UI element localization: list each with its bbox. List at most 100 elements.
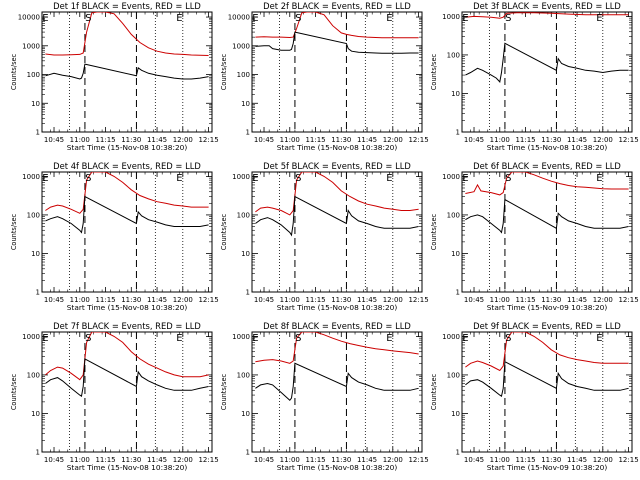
lld-series-line — [465, 332, 629, 372]
lld-series-line — [465, 172, 629, 196]
interval-marker: E — [252, 333, 258, 344]
events-series-line — [45, 63, 209, 80]
y-tick-label: 1000 — [22, 42, 40, 50]
interval-marker: S — [85, 13, 91, 24]
x-tick-label: 11:30 — [331, 296, 351, 304]
chart-title: Det 6f BLACK = Events, RED = LLD — [473, 161, 621, 171]
plot-frame — [41, 171, 213, 293]
interval-marker: E — [252, 13, 258, 24]
plot-area — [45, 172, 209, 292]
lld-series-line — [45, 172, 209, 214]
x-tick-label: 12:00 — [173, 136, 193, 144]
events-series-line — [465, 42, 629, 83]
chart-panel: Det 2f BLACK = Events, RED = LLD 1 10 100 10… — [220, 1, 429, 152]
x-tick-label: 12:00 — [383, 296, 403, 304]
y-tick-label: 1000 — [232, 42, 250, 50]
x-tick-label: 12:00 — [593, 456, 613, 464]
y-tick-label: 10 — [451, 410, 460, 418]
interval-marker: E — [386, 173, 392, 184]
x-tick-label: 11:00 — [280, 296, 300, 304]
events-series-line — [255, 362, 419, 402]
plot-frame — [461, 11, 633, 133]
y-axis-label: Counts/sec — [10, 53, 18, 90]
y-axis-label: Counts/sec — [220, 373, 228, 410]
interval-marker: E — [42, 333, 48, 344]
interval-marker: E — [596, 13, 602, 24]
plot-area — [45, 12, 209, 132]
events-series-line — [255, 31, 419, 54]
y-tick-label: 100 — [447, 51, 460, 59]
x-tick-label: 12:15 — [198, 296, 218, 304]
y-tick-label: 1000 — [442, 333, 460, 341]
interval-marker: S — [85, 173, 91, 184]
y-axis-label: Counts/sec — [220, 213, 228, 250]
y-tick-label: 10 — [241, 100, 250, 108]
x-tick-label: 11:00 — [280, 136, 300, 144]
x-tick-label: 11:30 — [541, 296, 561, 304]
chart-panel: Det 8f BLACK = Events, RED = LLD 1 10 100 10… — [220, 321, 429, 472]
x-tick-label: 12:00 — [383, 136, 403, 144]
events-series-line — [45, 358, 209, 398]
x-tick-label: 12:15 — [408, 136, 428, 144]
y-tick-label: 100 — [27, 211, 40, 219]
y-tick-label: 1 — [246, 449, 250, 457]
y-axis-label: Counts/sec — [430, 373, 438, 410]
x-tick-label: 12:00 — [173, 456, 193, 464]
interval-marker: S — [295, 13, 301, 24]
x-tick-label: 12:00 — [383, 456, 403, 464]
chart-panel: Det 6f BLACK = Events, RED = LLD 1 10 100 10… — [430, 161, 639, 312]
plot-area — [255, 12, 419, 132]
x-tick-label: 11:15 — [305, 456, 325, 464]
x-tick-label: 11:45 — [357, 296, 377, 304]
x-tick-label: 11:45 — [567, 136, 587, 144]
x-tick-label: 11:45 — [567, 456, 587, 464]
x-tick-label: 11:30 — [121, 456, 141, 464]
y-tick-label: 1 — [456, 129, 460, 137]
lld-series-line — [255, 172, 419, 216]
x-tick-label: 12:15 — [198, 136, 218, 144]
interval-marker: E — [42, 173, 48, 184]
x-tick-label: 12:15 — [618, 296, 638, 304]
y-tick-label: 10 — [451, 90, 460, 98]
interval-marker: E — [386, 13, 392, 24]
y-tick-label: 100 — [447, 211, 460, 219]
y-tick-label: 10 — [31, 410, 40, 418]
x-tick-label: 10:45 — [254, 456, 274, 464]
y-tick-label: 1 — [246, 289, 250, 297]
x-tick-label: 10:45 — [254, 136, 274, 144]
x-tick-label: 11:15 — [515, 456, 535, 464]
interval-marker: S — [505, 173, 511, 184]
interval-marker: E — [596, 333, 602, 344]
x-tick-label: 11:30 — [331, 456, 351, 464]
plot-frame — [251, 11, 423, 133]
y-tick-label: 10 — [241, 410, 250, 418]
x-tick-label: 12:00 — [173, 296, 193, 304]
plot-area — [45, 332, 209, 452]
chart-panel: Det 9f BLACK = Events, RED = LLD 1 10 100 10… — [430, 321, 639, 472]
y-tick-label: 100 — [237, 211, 250, 219]
interval-marker: E — [386, 333, 392, 344]
x-tick-label: 11:00 — [280, 456, 300, 464]
x-tick-label: 11:45 — [357, 456, 377, 464]
interval-marker: S — [85, 333, 91, 344]
y-tick-label: 1000 — [442, 173, 460, 181]
y-tick-label: 10 — [241, 250, 250, 258]
y-tick-label: 10000 — [228, 14, 250, 22]
chart-title: Det 9f BLACK = Events, RED = LLD — [473, 321, 621, 331]
x-tick-label: 11:15 — [95, 296, 115, 304]
events-series-line — [45, 195, 209, 234]
y-tick-label: 1000 — [22, 173, 40, 181]
y-tick-label: 1 — [456, 449, 460, 457]
y-tick-label: 1 — [36, 129, 40, 137]
y-tick-label: 100 — [237, 371, 250, 379]
interval-marker: E — [596, 173, 602, 184]
plot-frame — [41, 331, 213, 453]
x-tick-label: 12:15 — [618, 456, 638, 464]
x-tick-label: 11:15 — [515, 136, 535, 144]
y-tick-label: 100 — [27, 371, 40, 379]
lld-series-line — [45, 12, 209, 56]
chart-panel: Det 3f BLACK = Events, RED = LLD 1 10 100 10… — [430, 1, 639, 152]
x-tick-label: 11:00 — [490, 296, 510, 304]
x-tick-label: 11:30 — [331, 136, 351, 144]
interval-marker: E — [176, 173, 182, 184]
